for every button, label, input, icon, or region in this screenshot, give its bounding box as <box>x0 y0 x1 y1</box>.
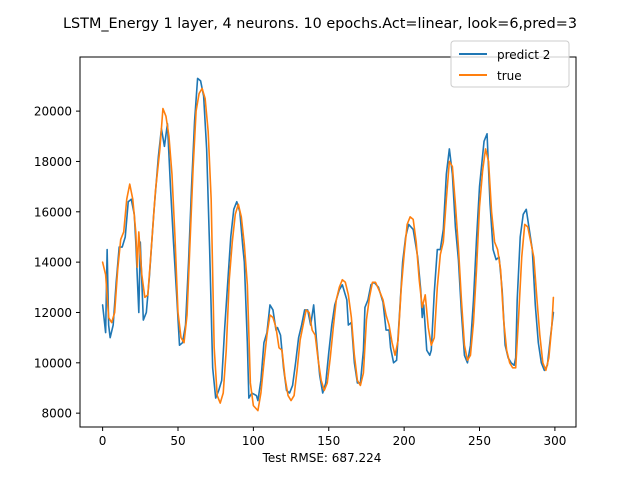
series-line-predict <box>101 77 555 402</box>
x-axis-label: Test RMSE: 687.224 <box>262 451 382 465</box>
x-tick-label: 200 <box>393 434 416 448</box>
y-tick-label: 8000 <box>41 407 72 421</box>
legend: predict 2 true <box>450 40 570 88</box>
y-axis-ticks: 8000 10000 12000 14000 16000 18000 20000 <box>34 105 80 421</box>
y-tick-label: 14000 <box>34 256 72 270</box>
chart-title: LSTM_Energy 1 layer, 4 neurons. 10 epoch… <box>63 16 577 32</box>
x-tick-label: 300 <box>543 434 566 448</box>
series-line-true <box>101 87 555 412</box>
legend-label-true: true <box>497 69 522 83</box>
y-tick-label: 12000 <box>34 306 72 320</box>
y-tick-label: 10000 <box>34 356 72 370</box>
x-tick-label: 50 <box>170 434 185 448</box>
plot-area <box>79 56 577 428</box>
x-tick-label: 150 <box>317 434 340 448</box>
y-tick-label: 20000 <box>34 105 72 119</box>
x-tick-label: 0 <box>99 434 107 448</box>
y-tick-label: 16000 <box>34 205 72 219</box>
x-tick-label: 100 <box>242 434 265 448</box>
series-layer <box>101 77 555 412</box>
x-tick-label: 250 <box>468 434 491 448</box>
legend-label-predict: predict 2 <box>497 48 550 62</box>
x-axis-ticks: 0 50 100 150 200 250 300 <box>99 427 566 448</box>
y-tick-label: 18000 <box>34 155 72 169</box>
axes-frame <box>79 56 577 428</box>
